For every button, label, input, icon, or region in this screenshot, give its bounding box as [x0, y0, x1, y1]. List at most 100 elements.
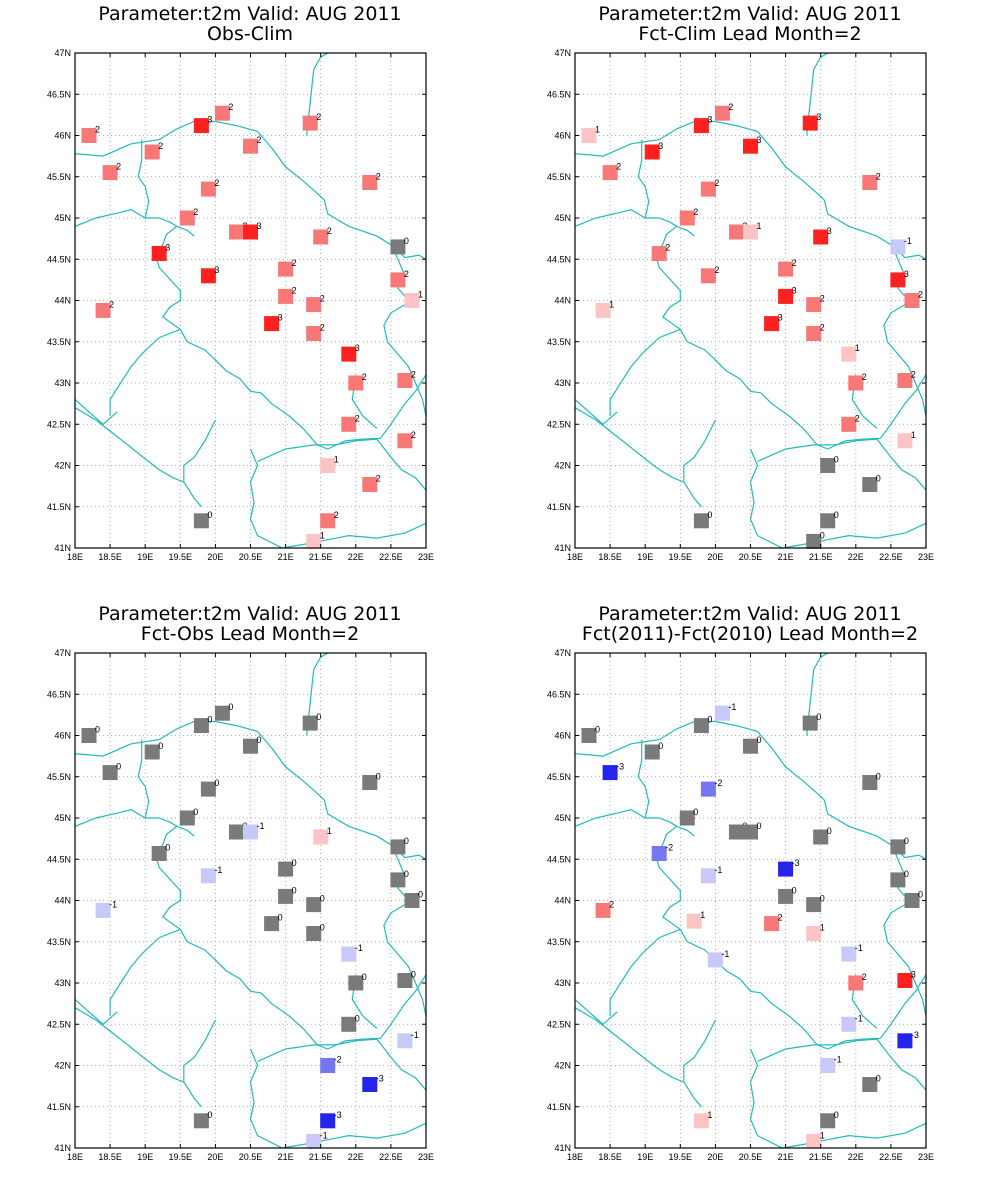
lon-tick-label: 20E: [207, 1152, 223, 1162]
panel-title-line2: Obs-Clim: [207, 23, 293, 45]
boundary-line: [575, 809, 646, 827]
lon-tick-label: 22E: [348, 552, 364, 562]
station-marker: [806, 326, 822, 341]
station-marker: [806, 897, 822, 913]
station-value-label: 0: [404, 869, 409, 879]
lat-tick-label: 47N: [554, 648, 571, 658]
station-value-label: 3: [757, 135, 762, 145]
station-value-label: 0: [658, 741, 663, 751]
lon-tick-label: 18.5E: [598, 552, 622, 562]
station-value-label: -1: [257, 821, 265, 831]
station-value-label: 2: [876, 172, 881, 182]
station-marker: [820, 513, 836, 529]
boundary-line: [637, 739, 678, 827]
station-value-label: 1: [757, 221, 762, 231]
station-marker: [200, 868, 216, 884]
station-marker: [179, 210, 195, 226]
station-value-label: 0: [316, 712, 321, 722]
station-value-label: 0: [320, 894, 325, 904]
boundary-line: [575, 120, 926, 260]
lat-tick-label: 41N: [54, 543, 71, 553]
lat-tick-label: 42.5N: [47, 1019, 71, 1029]
station-value-label: 2: [862, 972, 867, 982]
boundary-line: [883, 899, 926, 1017]
station-value-label: 0: [376, 772, 381, 782]
station-marker: [320, 1058, 336, 1073]
lat-tick-label: 43.5N: [547, 337, 571, 347]
boundary-line: [137, 139, 178, 227]
station-marker: [362, 775, 378, 790]
station-marker: [306, 926, 322, 941]
station-value-label: 0: [320, 923, 325, 933]
boundary-line: [575, 407, 685, 483]
station-marker: [743, 738, 758, 754]
station-value-label: 0: [116, 762, 121, 772]
station-value-label: 2: [855, 413, 860, 423]
station-marker: [243, 824, 258, 840]
station-marker: [806, 533, 822, 549]
station-value-label: 3: [165, 243, 170, 253]
station-marker: [397, 433, 413, 449]
lon-tick-label: 21E: [778, 552, 794, 562]
boundary-line: [176, 225, 195, 237]
lon-tick-label: 19E: [637, 1152, 653, 1162]
station-value-label: 2: [355, 413, 360, 423]
lon-tick-label: 18E: [567, 552, 583, 562]
boundary-line: [757, 1038, 926, 1091]
station-marker: [820, 1113, 836, 1129]
lat-tick-label: 45.5N: [47, 772, 71, 782]
station-value-label: 2: [214, 178, 219, 188]
station-marker: [862, 477, 878, 492]
lat-tick-label: 47N: [54, 648, 71, 658]
station-marker: [890, 872, 906, 888]
station-value-label: 0: [207, 510, 212, 520]
boundary-line: [249, 448, 283, 548]
station-marker: [200, 781, 216, 797]
lat-tick-label: 41.5N: [47, 502, 71, 512]
station-value-label: -2: [714, 778, 722, 788]
station-value-label: 2: [862, 372, 867, 382]
station-value-label: -3: [334, 1110, 342, 1120]
boundary-line: [155, 825, 328, 1050]
boundary-line: [883, 299, 926, 417]
station-value-label: 0: [876, 474, 881, 484]
station-value-label: 2: [609, 899, 614, 909]
station-value-label: 0: [158, 741, 163, 751]
station-value-label: 2: [376, 172, 381, 182]
station-value-label: -3: [792, 858, 800, 868]
boundary-line: [609, 928, 681, 1016]
panel-title-line1: Parameter:t2m Valid: AUG 2011: [598, 603, 901, 625]
lon-tick-label: 23E: [418, 1152, 434, 1162]
station-marker: [581, 728, 597, 743]
station-marker: [890, 839, 906, 855]
station-marker: [362, 1077, 378, 1092]
station-marker: [362, 477, 378, 492]
lon-tick-label: 21.5E: [309, 1152, 333, 1162]
lon-tick-label: 20.5E: [239, 552, 263, 562]
station-value-label: 2: [411, 430, 416, 440]
lon-tick-label: 21E: [778, 1152, 794, 1162]
station-marker: [229, 824, 244, 840]
station-value-label: -1: [855, 943, 863, 953]
station-value-label: 2: [334, 510, 339, 520]
station-value-label: 2: [257, 135, 262, 145]
boundary-line: [575, 999, 618, 1026]
boundary-line: [676, 825, 695, 837]
station-value-label: -2: [665, 843, 673, 853]
boundary-line: [575, 1007, 685, 1083]
station-value-label: 0: [904, 836, 909, 846]
station-marker: [397, 1033, 413, 1049]
lat-tick-label: 47N: [54, 48, 71, 58]
lat-tick-label: 41.5N: [47, 1102, 71, 1112]
station-value-label: 2: [362, 372, 367, 382]
lon-tick-label: 18E: [67, 552, 83, 562]
station-marker: [278, 261, 294, 277]
lat-tick-label: 46N: [554, 131, 571, 141]
lon-tick-label: 21E: [278, 1152, 294, 1162]
boundary-line: [757, 438, 926, 491]
lat-tick-label: 42.5N: [547, 419, 571, 429]
lat-tick-label: 43.5N: [47, 337, 71, 347]
boundary-line: [676, 225, 695, 237]
station-marker: [306, 326, 322, 341]
